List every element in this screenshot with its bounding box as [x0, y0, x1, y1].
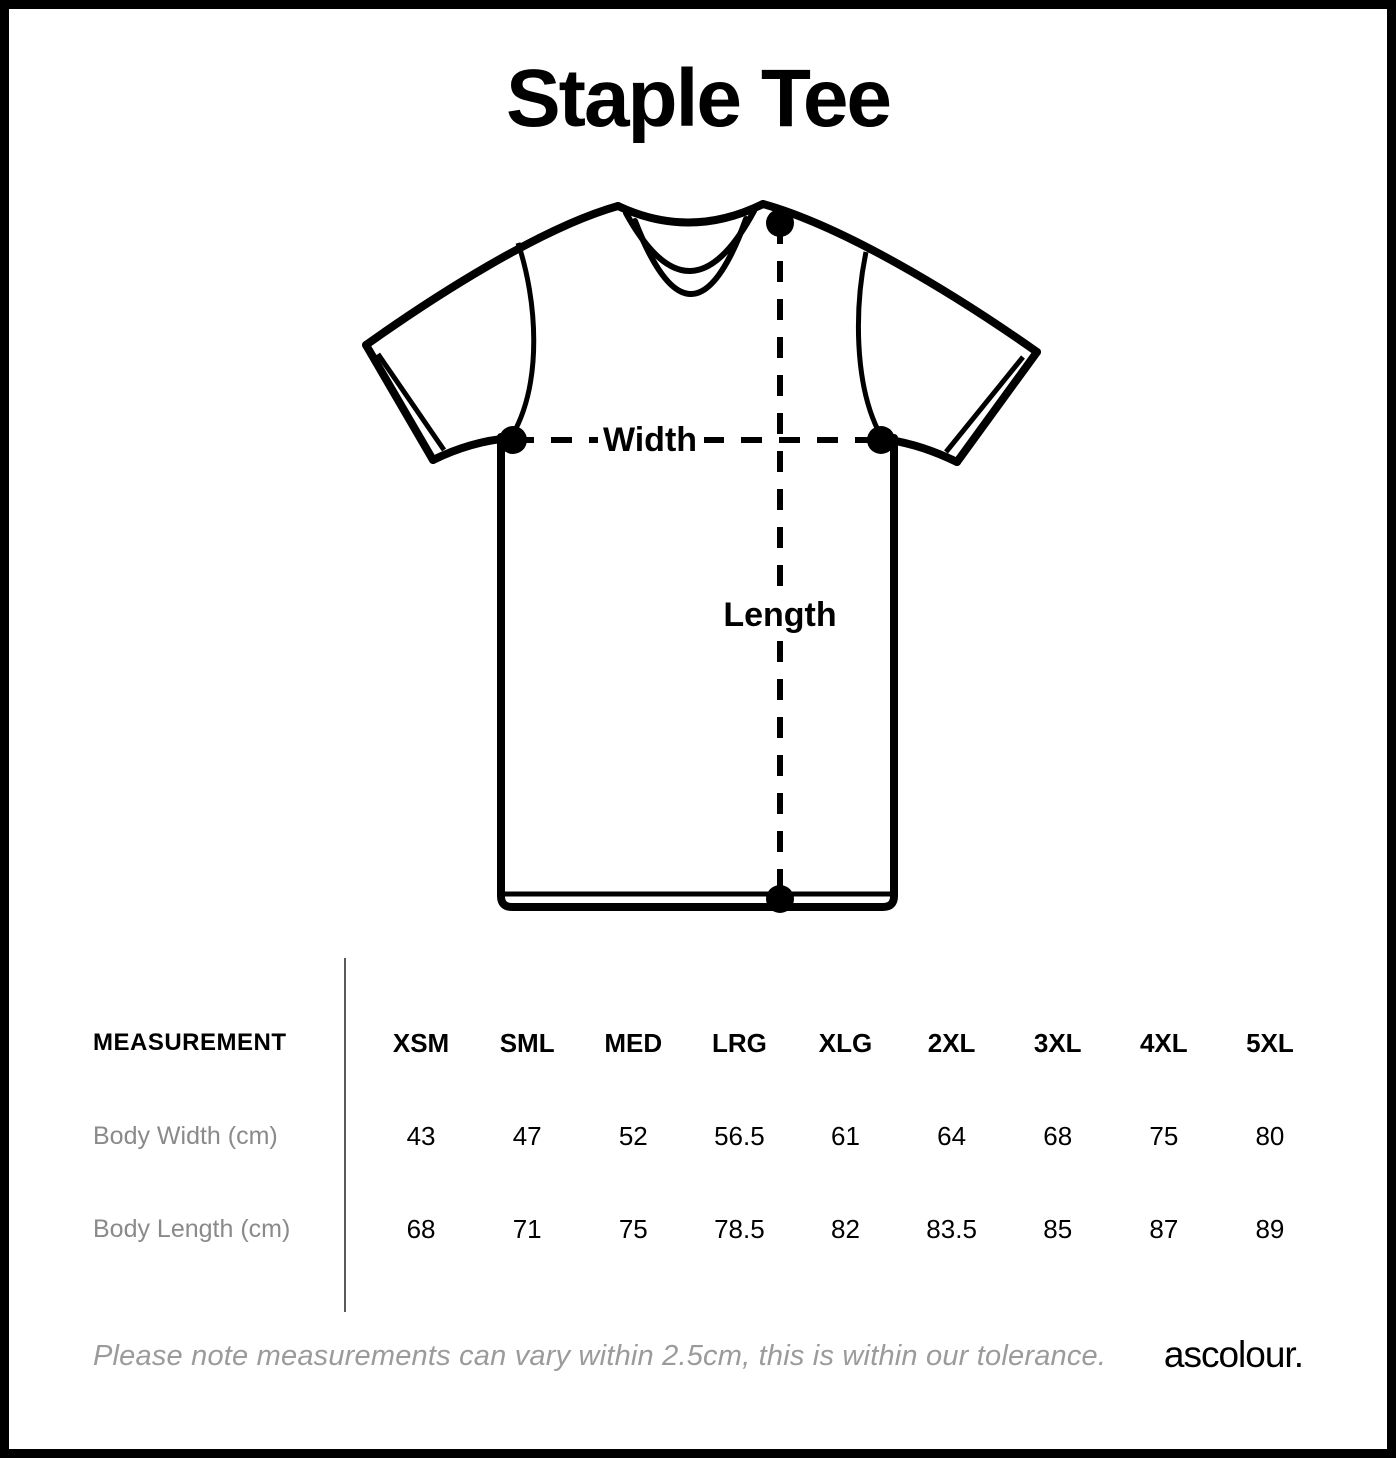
body-length-value: 87 — [1149, 1213, 1179, 1244]
tee-right-armhole-seam — [855, 251, 884, 438]
body-width-value: 75 — [1149, 1120, 1179, 1151]
tee-left-cuff-edge — [362, 341, 437, 464]
body-width-value: 47 — [512, 1120, 542, 1151]
size-header: XLG — [818, 1027, 873, 1058]
tee-left-shoulder — [362, 202, 622, 349]
tee-left-cuff-stitch — [375, 352, 447, 452]
tee-right-shoulder — [759, 200, 1041, 356]
body-length-value: 82 — [831, 1213, 860, 1244]
length-bottom-dot — [766, 885, 794, 913]
tee-collar-outer — [614, 200, 767, 227]
body-length-value: 83.5 — [926, 1213, 977, 1244]
size-header: MED — [604, 1027, 663, 1058]
tee-body-outline — [497, 433, 898, 911]
tee-right-cuff-stitch — [944, 355, 1025, 454]
body-length-value: 75 — [618, 1213, 648, 1244]
brand-logo: ascolour. — [1163, 1334, 1304, 1375]
row-label: Body Length (cm) — [93, 1214, 291, 1243]
length-top-dot — [766, 209, 794, 237]
body-width-value: 43 — [406, 1120, 436, 1151]
body-length-value: 85 — [1043, 1213, 1073, 1244]
size-header: XSM — [392, 1027, 450, 1058]
width-right-dot — [867, 426, 895, 454]
size-header: SML — [499, 1027, 555, 1058]
body-width-value: 80 — [1255, 1120, 1285, 1151]
body-width-row: Body Width (cm) 43 47 52 56.5 61 64 68 7… — [93, 1121, 1323, 1151]
body-width-value: 52 — [618, 1120, 648, 1151]
body-width-value: 56.5 — [714, 1120, 765, 1151]
size-header: 3XL — [1033, 1027, 1082, 1058]
size-header: 4XL — [1139, 1027, 1188, 1058]
body-width-value: 61 — [831, 1120, 860, 1151]
body-width-value: 64 — [937, 1120, 967, 1151]
page-title: Staple Tee — [505, 53, 892, 144]
body-length-value: 78.5 — [714, 1213, 765, 1244]
size-header: 5XL — [1246, 1027, 1294, 1058]
tee-right-cuff-edge — [953, 348, 1041, 466]
length-label-backplate — [722, 592, 838, 636]
body-width-value: 68 — [1043, 1120, 1073, 1151]
body-length-value: 89 — [1255, 1213, 1285, 1244]
table-divider-line — [344, 958, 346, 1312]
body-length-row: Body Length (cm) 68 71 75 78.5 82 83.5 8… — [93, 1214, 1323, 1244]
width-label: Width — [603, 421, 697, 459]
row-label: Body Width (cm) — [93, 1121, 278, 1150]
width-label-backplate — [598, 420, 704, 460]
length-label: Length — [723, 596, 836, 634]
tee-collar-inner — [632, 216, 749, 297]
width-left-dot — [499, 426, 527, 454]
body-length-value: 71 — [512, 1213, 542, 1244]
size-header: 2XL — [927, 1027, 976, 1058]
tolerance-note: Please note measurements can vary within… — [93, 1340, 1107, 1372]
tee-left-armhole-seam — [509, 242, 537, 438]
size-table-header-row: MEASUREMENT XSM SML MED LRG XLG 2XL 3XL … — [93, 1028, 1323, 1058]
measurement-header: MEASUREMENT — [93, 1029, 287, 1056]
size-header: LRG — [711, 1027, 767, 1058]
body-length-value: 68 — [406, 1213, 436, 1244]
